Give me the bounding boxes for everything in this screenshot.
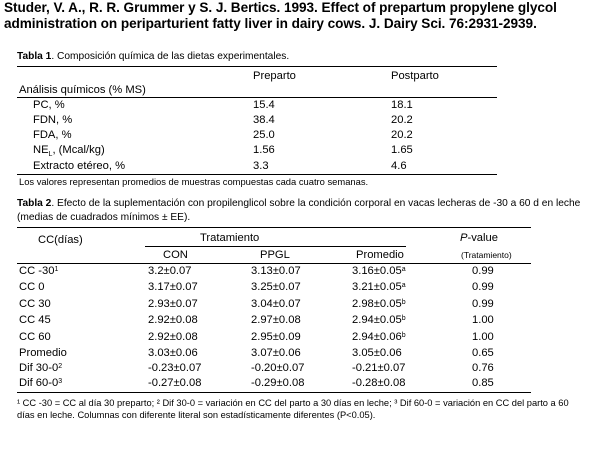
citation-header: Studer, V. A., R. R. Grummer y S. J. Ber… (4, 0, 557, 31)
table1-cell: 1.56 (253, 144, 275, 156)
table2-cell: 3.25±0.07 (251, 281, 301, 293)
table2-cell: 3.03±0.06 (148, 347, 198, 359)
table1-caption: Tabla 1. Composición química de las diet… (17, 51, 289, 62)
table2-col-con: CON (163, 249, 188, 261)
table1-cell: 25.0 (253, 129, 275, 141)
ne-subscript: L (48, 151, 53, 159)
table2-cell: 3.05±0.06 (352, 347, 402, 359)
table2-cell: 3.16±0.05a (352, 265, 406, 277)
table2-cell: 3.04±0.07 (251, 298, 301, 310)
table2-pvalue: 0.99 (472, 281, 494, 293)
table2-bottom-rule (17, 392, 531, 393)
pvalue-italic: P (460, 232, 468, 244)
table2-cell: 3.21±0.05a (352, 281, 406, 293)
table1-label: Tabla 1 (17, 51, 52, 62)
table2-cell: 2.92±0.08 (148, 314, 198, 326)
table2-treatment-rule (145, 246, 406, 247)
table2-footnote: ¹ CC -30 = CC al día 30 preparto; ² Dif … (17, 398, 569, 421)
table1-cell: 4.6 (391, 160, 407, 172)
table1-row-label: FDN, % (33, 114, 73, 126)
table1-row-label: PC, % (33, 99, 65, 111)
table2-cell: -0.23±0.07 (148, 362, 202, 374)
table2-cell: 3.07±0.06 (251, 347, 301, 359)
table1-row-label: FDA, % (33, 129, 72, 141)
table2-pvalue: 1.00 (472, 314, 494, 326)
table1-note: Los valores representan promedios de mue… (19, 176, 369, 187)
table2-treatment-header: Tratamiento (200, 232, 260, 244)
pvalue-rest: -value (467, 232, 498, 244)
table2-row-label: Promedio (19, 347, 67, 359)
table2-row-label: CC 30 (19, 298, 51, 310)
table1-col-preparto: Preparto (253, 70, 296, 82)
table2-pvalue-header: P-value (460, 232, 498, 245)
table2-cell: 2.93±0.07 (148, 298, 198, 310)
table2-col-ppgl: PPGL (260, 249, 290, 261)
table2-cell: -0.21±0.07 (352, 362, 406, 374)
table2-cell: 3.17±0.07 (148, 281, 198, 293)
ne-label: NE (33, 144, 49, 156)
table2-cell: -0.28±0.08 (352, 377, 406, 389)
table2-cell: 2.97±0.08 (251, 314, 301, 326)
table2-header-rule (17, 263, 531, 264)
table1-cell: 38.4 (253, 114, 275, 126)
table1-cell: 18.1 (391, 99, 413, 111)
table2-cell: 3.13±0.07 (251, 265, 301, 277)
ne-label-rest: , (Mcal/kg) (52, 144, 105, 156)
table1-header-rule (17, 97, 497, 98)
table2-title: . Efecto de la suplementación con propil… (17, 198, 581, 223)
table2-cell: 2.92±0.08 (148, 331, 198, 343)
table1-top-rule (17, 66, 497, 67)
table2-row-label: CC 0 (19, 281, 45, 293)
table2-cell: 2.95±0.09 (251, 331, 301, 343)
table2-pvalue: 0.99 (472, 265, 494, 277)
table2-cell: 3.2±0.07 (148, 265, 192, 277)
table2-caption: Tabla 2. Efecto de la suplementación con… (17, 197, 583, 225)
table2-row-label: CC -301 (19, 265, 59, 277)
table1-title: . Composición química de las dietas expe… (51, 51, 290, 62)
table1-cell: 15.4 (253, 99, 275, 111)
table1-bottom-rule (17, 174, 497, 175)
table2-row-label: CC 45 (19, 314, 51, 326)
table2-cell: 2.94±0.05b (352, 314, 406, 326)
table2-cell: 2.94±0.06b (352, 331, 406, 343)
table1-cell: 20.2 (391, 129, 413, 141)
table2-cell: -0.29±0.08 (251, 377, 305, 389)
table2-label: Tabla 2 (17, 198, 52, 209)
table2-col-group: CC(días) (38, 234, 83, 246)
table2-pvalue-sub: (Tratamiento) (461, 250, 512, 260)
table2-cell: -0.27±0.08 (148, 377, 202, 389)
table1-cell: 20.2 (391, 114, 413, 126)
table2-pvalue: 0.99 (472, 298, 494, 310)
table1-col-postparto: Postparto (391, 70, 439, 82)
table2-row-label: Dif 60-03 (19, 377, 63, 389)
table1-cell: 1.65 (391, 144, 413, 156)
table2-top-rule (17, 227, 531, 228)
table2-pvalue: 0.85 (472, 377, 494, 389)
table2-pvalue: 0.65 (472, 347, 494, 359)
table2-pvalue: 0.76 (472, 362, 494, 374)
table1-cell: 3.3 (253, 160, 269, 172)
table2-cell: 2.98±0.05b (352, 298, 406, 310)
table2-col-promedio: Promedio (356, 249, 404, 261)
table1-section-label: Análisis químicos (% MS) (19, 84, 146, 96)
table2-row-label: Dif 30-02 (19, 362, 63, 374)
table1-row-label: NEL, (Mcal/kg) (33, 144, 105, 161)
table2-pvalue: 1.00 (472, 331, 494, 343)
table2-cell: -0.20±0.07 (251, 362, 305, 374)
table1-row-label: Extracto etéreo, % (33, 160, 126, 172)
table2-row-label: CC 60 (19, 331, 51, 343)
